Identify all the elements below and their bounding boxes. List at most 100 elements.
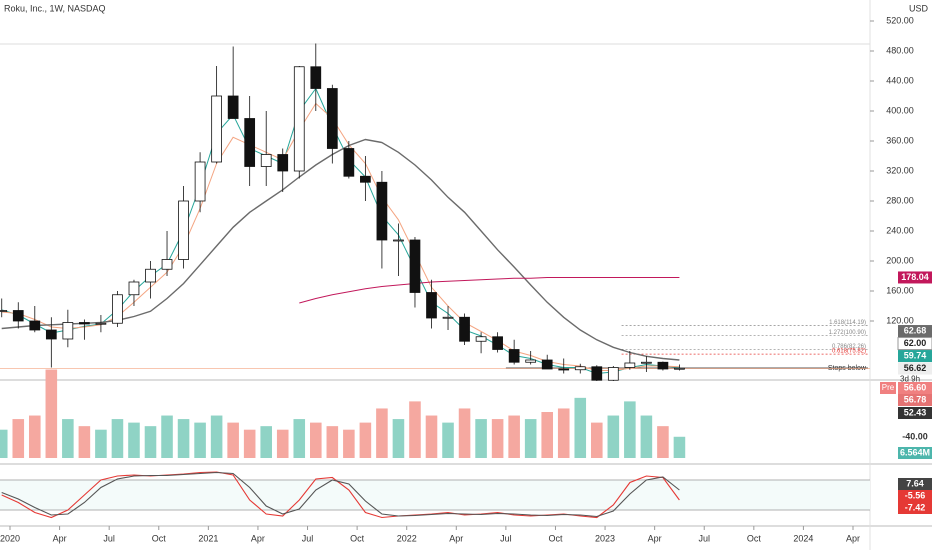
volume-bar: [409, 401, 421, 458]
volume-bar: [210, 415, 223, 458]
y-tick-label: 360.00: [886, 135, 914, 145]
countdown: 3d 9h: [900, 375, 920, 384]
candle-body: [508, 349, 520, 363]
fib-label: 1.618(114.19): [829, 320, 866, 326]
price-badge-label: 56.62: [904, 363, 927, 373]
side-badge: [898, 382, 932, 394]
x-tick-label: 2022: [397, 533, 417, 543]
osc-badge: [898, 478, 932, 490]
volume-bar: [62, 419, 74, 458]
price-badge: [898, 271, 932, 284]
volume-bar: [359, 422, 372, 458]
candle-body: [95, 322, 107, 325]
candle-body: [277, 154, 289, 172]
tag-label: Pre: [882, 383, 895, 392]
candle-body: [29, 320, 41, 331]
candle-body: [45, 329, 57, 340]
x-tick-label: Oct: [548, 533, 563, 543]
y-tick-label: 160.00: [886, 285, 914, 295]
y-tick-label: 240.00: [886, 225, 914, 235]
volume-bar: [177, 419, 190, 458]
candle-body: [641, 361, 652, 364]
volume-bar: [591, 422, 603, 458]
y-tick-label: 320.00: [886, 165, 914, 175]
candle-body: [178, 200, 189, 260]
volume-bar: [227, 422, 239, 458]
x-tick-label: Oct: [152, 533, 167, 543]
side-badge-label: -40.00: [902, 431, 928, 441]
volume-bar: [95, 429, 107, 458]
candle-body: [558, 368, 570, 371]
candle-body: [227, 95, 239, 119]
volume-bar: [376, 408, 388, 458]
osc-badge: [898, 502, 932, 514]
candle-body: [426, 292, 437, 319]
tag-badge: [880, 382, 896, 394]
candle-body: [326, 88, 338, 149]
osc-badge-label: -5.56: [905, 490, 926, 500]
side-badge-label: 56.78: [904, 394, 927, 404]
x-tick-label: Jul: [698, 533, 710, 543]
candle-body: [79, 322, 90, 325]
side-badge: [898, 394, 932, 406]
candle-body: [591, 366, 603, 381]
price-badge: [898, 362, 932, 375]
y-tick-label: 200.00: [886, 255, 914, 265]
x-tick-label: Jul: [103, 533, 115, 543]
side-badge-label: 6.564M: [900, 447, 930, 457]
candle-body: [657, 361, 669, 370]
volume-bar: [458, 408, 471, 458]
volume-bar: [541, 412, 553, 458]
x-tick-label: Apr: [449, 533, 463, 543]
candle-body: [376, 181, 388, 241]
volume-bar: [326, 426, 339, 458]
candle-body: [211, 95, 222, 163]
candle-body: [161, 259, 173, 270]
volume-bar: [29, 415, 41, 458]
candle-body: [492, 336, 503, 350]
volume-bar: [392, 419, 405, 458]
volume-bar: [657, 426, 669, 458]
volume-bar: [624, 401, 636, 458]
side-badge-label: 52.43: [904, 407, 927, 417]
candle-body: [293, 66, 305, 172]
x-tick-label: 2021: [198, 533, 218, 543]
y-tick-label: 280.00: [886, 195, 914, 205]
fib-label: 0.786(82.26): [832, 344, 866, 350]
y-tick-label: 520.00: [886, 15, 914, 25]
candle-body: [260, 154, 272, 167]
volume-bar: [524, 419, 537, 458]
candle-body: [310, 66, 322, 89]
candle-body: [343, 148, 355, 177]
volume-bar: [673, 436, 686, 458]
volume-bar: [128, 422, 140, 458]
volume-bar: [574, 397, 587, 458]
volume-bar: [276, 429, 289, 458]
candle-body: [194, 161, 206, 202]
x-tick-label: 2023: [595, 533, 615, 543]
candle-body: [62, 322, 74, 340]
volume-bar: [293, 419, 306, 458]
oscillator-line: [1, 471, 680, 518]
x-tick-label: 2020: [0, 533, 20, 543]
candle-body: [409, 239, 421, 293]
candle-body: [607, 367, 619, 381]
volume-bar: [144, 426, 157, 458]
x-tick-label: 2024: [793, 533, 813, 543]
y-tick-label: 440.00: [886, 75, 914, 85]
candle-body: [128, 281, 140, 296]
candle-body: [624, 362, 636, 368]
volume-bar: [194, 422, 206, 458]
price-badge-label: 178.04: [901, 272, 929, 282]
candle-body: [244, 118, 256, 167]
x-tick-label: Apr: [251, 533, 265, 543]
volume-bar: [508, 415, 520, 458]
side-badge: [898, 407, 932, 419]
price-badge-label: 59.74: [904, 350, 927, 360]
currency: USD: [909, 3, 929, 13]
x-tick-label: Apr: [846, 533, 860, 543]
candle-body: [574, 366, 586, 371]
volume-bar: [425, 415, 438, 458]
volume-bar: [557, 408, 570, 458]
